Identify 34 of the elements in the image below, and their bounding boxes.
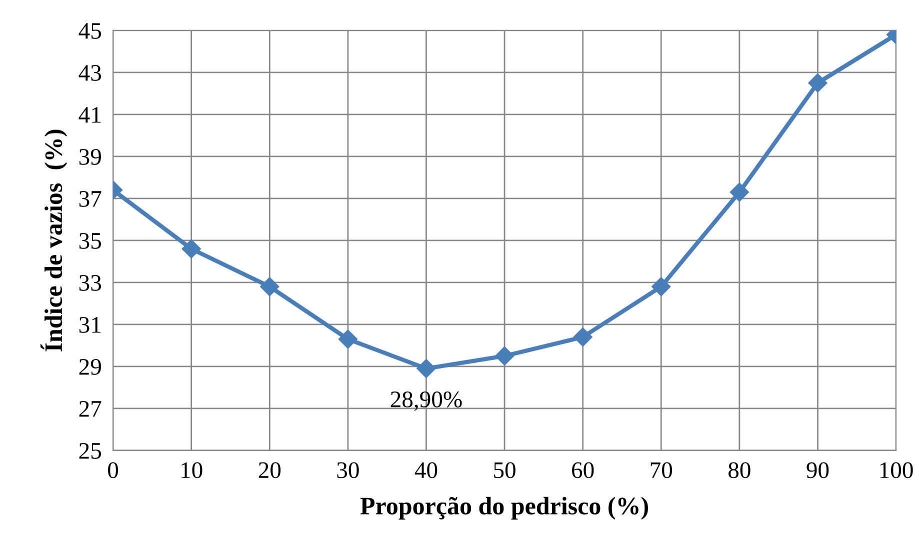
x-tick-label: 0 (108, 462, 118, 478)
y-tick-label: 31 (79, 317, 101, 333)
point (338, 330, 358, 349)
point (182, 239, 201, 258)
x-tick-label: 60 (572, 462, 594, 478)
x-tick-label: 100 (880, 462, 913, 478)
point (652, 277, 671, 296)
point (730, 182, 749, 202)
y-tick-label: 33 (79, 275, 102, 291)
x-tick-label: 20 (258, 462, 281, 478)
y-tick-label: 25 (79, 442, 102, 459)
point (416, 359, 436, 378)
y-axis-title: Índice de vazios (%) (40, 130, 68, 352)
y-tick-label: 29 (79, 358, 101, 375)
x-tick-label: 30 (337, 462, 359, 478)
annotation: 28,90% (390, 391, 462, 411)
x-tick-label: 40 (414, 462, 438, 478)
point (808, 73, 828, 92)
x-tick-label: 80 (728, 462, 750, 478)
y-tick-label: 27 (79, 400, 102, 417)
x-tick-label: 50 (494, 462, 516, 478)
point (494, 346, 514, 366)
x-tick-label: 70 (650, 462, 672, 478)
y-tick-label: 37 (79, 191, 102, 207)
y-tick-label: 45 (78, 23, 102, 39)
y-tick-label: 35 (79, 233, 102, 249)
point (260, 277, 280, 296)
y-tick-label: 41 (78, 107, 101, 123)
x-tick-label: 90 (806, 462, 829, 478)
x-axis-title: Proporção do pedrisco (%) (360, 496, 648, 520)
x-tick-label: 10 (182, 462, 202, 478)
y-tick-label: 43 (78, 65, 102, 81)
y-tick-label: 39 (79, 149, 101, 165)
point (573, 328, 592, 347)
